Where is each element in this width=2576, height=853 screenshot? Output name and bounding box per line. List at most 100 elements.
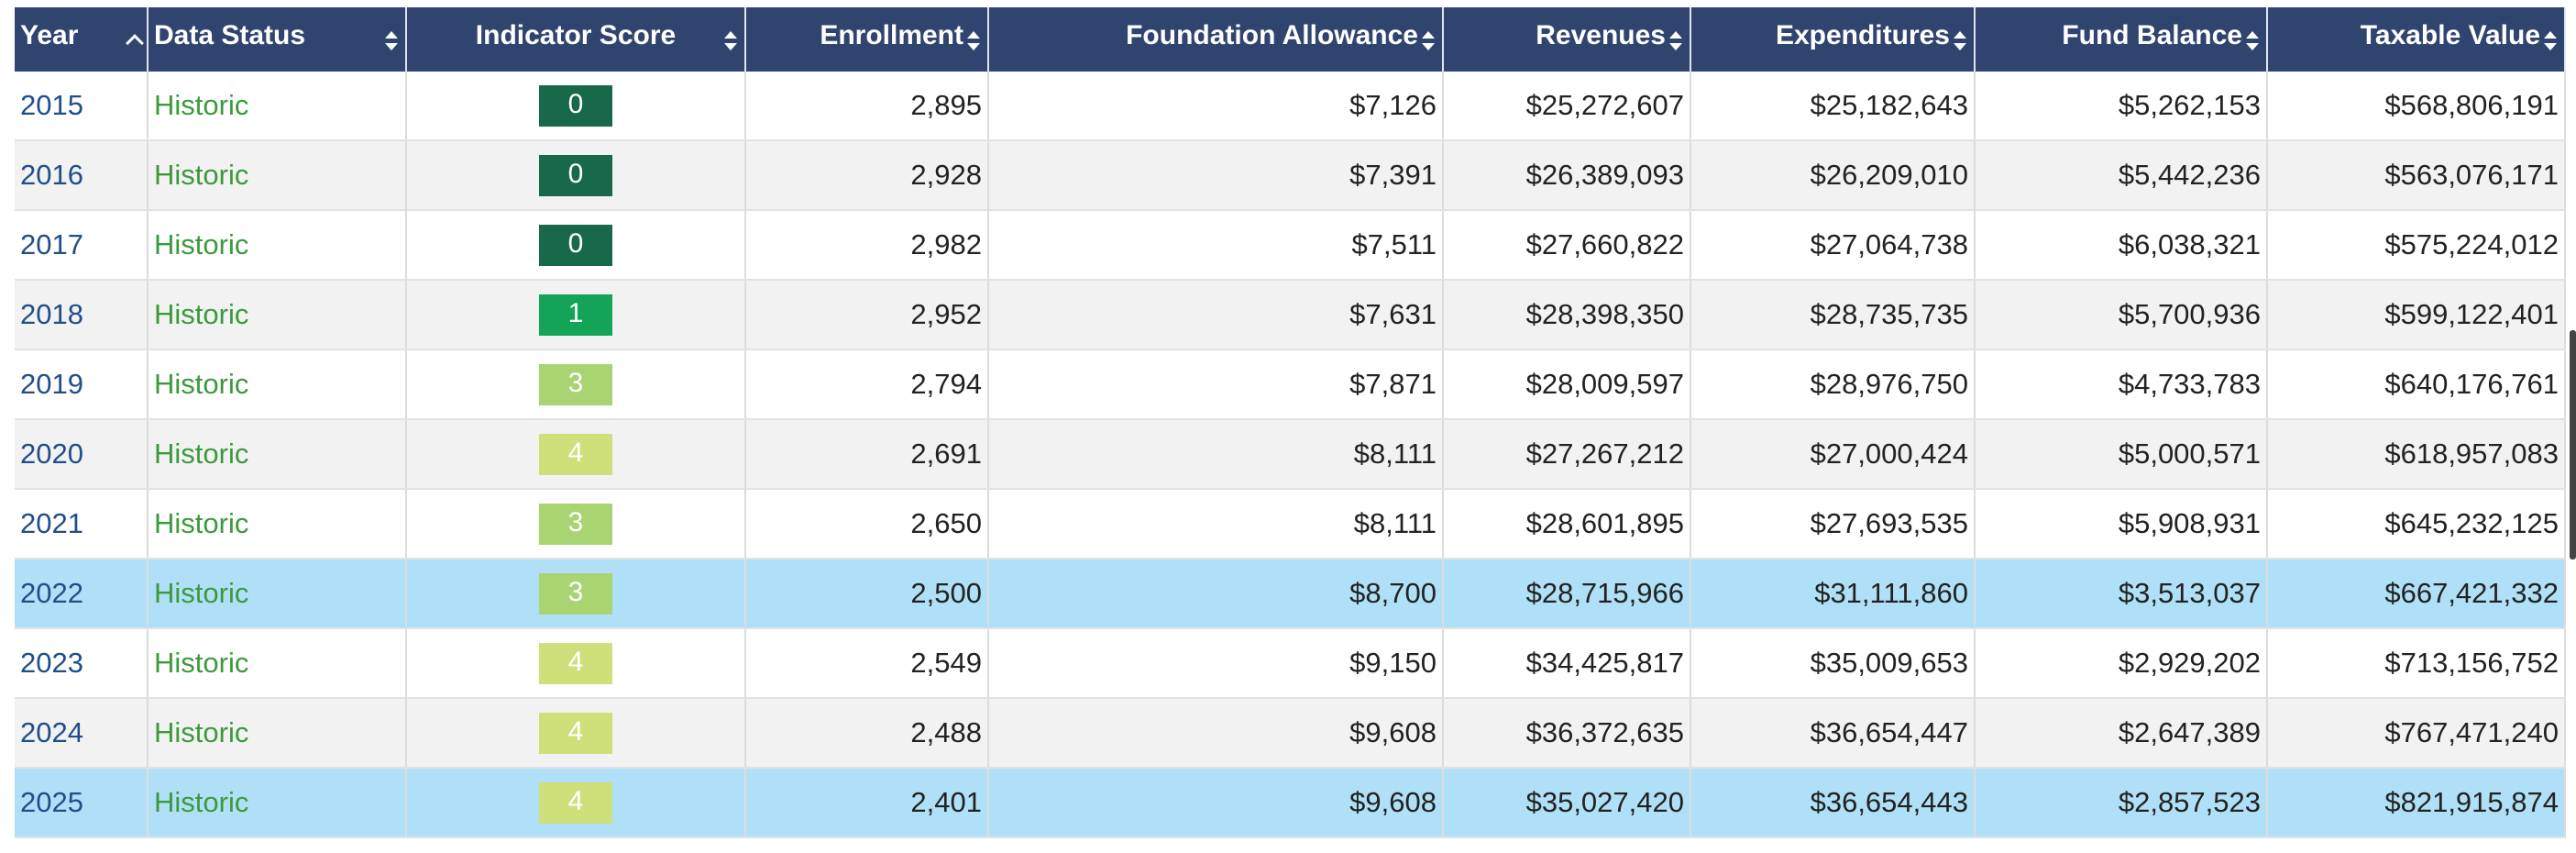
cell-foundation-allowance: $9,608: [988, 698, 1444, 769]
cell-expenditures: $27,693,535: [1690, 489, 1976, 559]
cell-taxable-value: $599,122,401: [2267, 280, 2566, 350]
cell-indicator-score: 1: [406, 280, 746, 350]
cell-data-status: Historic: [148, 559, 407, 629]
table-row[interactable]: 2020 Historic 4 2,691 $8,111 $27,267,212 $27,0…: [15, 419, 2566, 490]
cell-data-status: Historic: [148, 419, 407, 490]
cell-foundation-allowance: $7,631: [988, 280, 1444, 350]
table-row[interactable]: 2016 Historic 0 2,928 $7,391 $26,389,093 $26,2…: [15, 140, 2566, 211]
cell-year[interactable]: 2016: [15, 140, 149, 211]
cell-enrollment: 2,488: [745, 698, 989, 769]
cell-enrollment: 2,952: [745, 280, 989, 350]
column-label: Data Status: [154, 20, 306, 50]
cell-year[interactable]: 2022: [15, 559, 149, 629]
table-row[interactable]: 2025 Historic 4 2,401 $9,608 $35,027,420 $36,6…: [15, 768, 2566, 838]
sort-icon: [2246, 31, 2259, 55]
column-header-indicator-score[interactable]: Indicator Score: [406, 7, 746, 72]
cell-data-status: Historic: [148, 768, 407, 838]
scrollbar-thumb[interactable]: [2570, 330, 2576, 559]
cell-expenditures: $28,735,735: [1690, 280, 1976, 350]
cell-taxable-value: $821,915,874: [2267, 768, 2566, 838]
cell-expenditures: $28,976,750: [1690, 349, 1976, 420]
column-label: Foundation Allowance: [1126, 20, 1418, 50]
table-row[interactable]: 2023 Historic 4 2,549 $9,150 $34,425,817 $35,0…: [15, 628, 2566, 699]
cell-year[interactable]: 2018: [15, 280, 149, 350]
column-header-year[interactable]: Year: [15, 7, 149, 72]
cell-year[interactable]: 2025: [15, 768, 149, 838]
cell-indicator-score: 4: [406, 698, 746, 769]
cell-revenues: $36,372,635: [1443, 698, 1691, 769]
cell-foundation-allowance: $7,391: [988, 140, 1444, 211]
cell-year[interactable]: 2023: [15, 628, 149, 699]
cell-year[interactable]: 2015: [15, 72, 149, 141]
table-row[interactable]: 2022 Historic 3 2,500 $8,700 $28,715,966 $31,1…: [15, 559, 2566, 629]
indicator-score-badge: 0: [539, 224, 612, 266]
cell-indicator-score: 0: [406, 72, 746, 141]
cell-year[interactable]: 2021: [15, 489, 149, 559]
sort-ascending-icon: [128, 35, 141, 48]
cell-expenditures: $27,064,738: [1690, 210, 1976, 281]
column-header-expenditures[interactable]: Expenditures: [1690, 7, 1976, 72]
cell-taxable-value: $618,957,083: [2267, 419, 2566, 490]
cell-enrollment: 2,982: [745, 210, 989, 281]
cell-data-status: Historic: [148, 210, 407, 281]
cell-expenditures: $26,209,010: [1690, 140, 1976, 211]
sort-icon: [724, 31, 737, 55]
cell-indicator-score: 3: [406, 559, 746, 629]
cell-fund-balance: $3,513,037: [1975, 559, 2268, 629]
cell-fund-balance: $5,000,571: [1975, 419, 2268, 490]
district-data-table: Year Data Status Indicator Score Enrollm…: [15, 7, 2566, 838]
cell-enrollment: 2,794: [745, 349, 989, 420]
data-table-container: Year Data Status Indicator Score Enrollm…: [15, 7, 2566, 838]
cell-foundation-allowance: $7,511: [988, 210, 1444, 281]
cell-revenues: $26,389,093: [1443, 140, 1691, 211]
column-header-revenues[interactable]: Revenues: [1443, 7, 1691, 72]
cell-revenues: $27,267,212: [1443, 419, 1691, 490]
cell-year[interactable]: 2019: [15, 349, 149, 420]
cell-indicator-score: 0: [406, 140, 746, 211]
column-header-enrollment[interactable]: Enrollment: [745, 7, 989, 72]
indicator-score-badge: 0: [539, 154, 612, 196]
sort-icon: [1669, 31, 1682, 55]
column-label: Enrollment: [820, 20, 963, 50]
cell-foundation-allowance: $8,111: [988, 419, 1444, 490]
cell-revenues: $28,601,895: [1443, 489, 1691, 559]
cell-data-status: Historic: [148, 489, 407, 559]
indicator-score-badge: 0: [539, 84, 612, 127]
table-row[interactable]: 2024 Historic 4 2,488 $9,608 $36,372,635 $36,6…: [15, 698, 2566, 769]
cell-indicator-score: 4: [406, 628, 746, 699]
cell-taxable-value: $640,176,761: [2267, 349, 2566, 420]
cell-taxable-value: $568,806,191: [2267, 72, 2566, 141]
column-label: Year: [20, 20, 79, 50]
cell-enrollment: 2,895: [745, 72, 989, 141]
cell-data-status: Historic: [148, 628, 407, 699]
column-header-fund-balance[interactable]: Fund Balance: [1975, 7, 2268, 72]
indicator-score-badge: 4: [539, 781, 612, 824]
cell-year[interactable]: 2024: [15, 698, 149, 769]
cell-fund-balance: $2,647,389: [1975, 698, 2268, 769]
cell-fund-balance: $6,038,321: [1975, 210, 2268, 281]
cell-fund-balance: $4,733,783: [1975, 349, 2268, 420]
column-header-foundation-allowance[interactable]: Foundation Allowance: [988, 7, 1444, 72]
cell-expenditures: $36,654,447: [1690, 698, 1976, 769]
cell-foundation-allowance: $8,111: [988, 489, 1444, 559]
cell-expenditures: $25,182,643: [1690, 72, 1976, 141]
column-label: Indicator Score: [475, 20, 677, 50]
table-body: 2015 Historic 0 2,895 $7,126 $25,272,607 $25,1…: [15, 72, 2566, 838]
cell-taxable-value: $563,076,171: [2267, 140, 2566, 211]
cell-year[interactable]: 2017: [15, 210, 149, 281]
column-header-data-status[interactable]: Data Status: [148, 7, 407, 72]
column-header-taxable-value[interactable]: Taxable Value: [2267, 7, 2566, 72]
table-row[interactable]: 2017 Historic 0 2,982 $7,511 $27,660,822 $27,0…: [15, 210, 2566, 281]
cell-fund-balance: $5,262,153: [1975, 72, 2268, 141]
table-row[interactable]: 2018 Historic 1 2,952 $7,631 $28,398,350 $28,7…: [15, 280, 2566, 350]
cell-expenditures: $31,111,860: [1690, 559, 1976, 629]
cell-taxable-value: $575,224,012: [2267, 210, 2566, 281]
table-row[interactable]: 2015 Historic 0 2,895 $7,126 $25,272,607 $25,1…: [15, 72, 2566, 141]
cell-expenditures: $27,000,424: [1690, 419, 1976, 490]
column-label: Fund Balance: [2062, 20, 2242, 50]
table-row[interactable]: 2019 Historic 3 2,794 $7,871 $28,009,597 $28,9…: [15, 349, 2566, 420]
sort-icon: [967, 31, 980, 55]
cell-enrollment: 2,650: [745, 489, 989, 559]
cell-year[interactable]: 2020: [15, 419, 149, 490]
table-row[interactable]: 2021 Historic 3 2,650 $8,111 $28,601,895 $27,6…: [15, 489, 2566, 559]
